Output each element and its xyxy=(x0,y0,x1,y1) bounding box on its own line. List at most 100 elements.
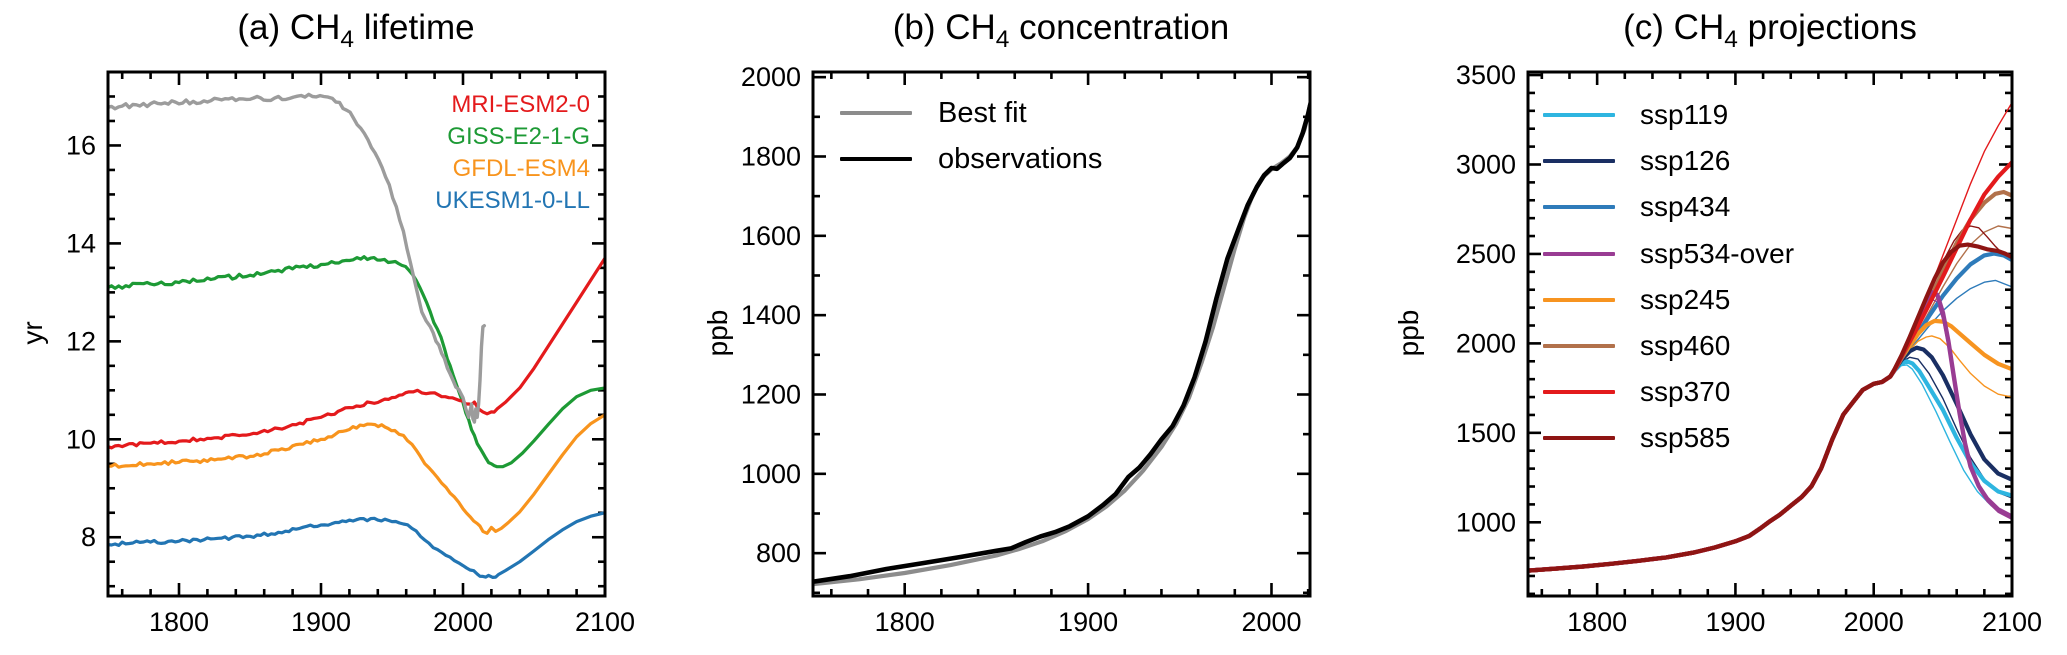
panel-c-title: (c) CH4 projections xyxy=(1510,8,2030,54)
legend-label: observations xyxy=(938,142,1103,175)
legend-line-swatch xyxy=(1543,344,1615,348)
panel-b-title-prefix: (b) CH xyxy=(892,8,996,47)
legend-item-ssp370: ssp370 xyxy=(1543,375,1730,409)
legend-item-giss-e2-1-g: GISS-E2-1-G xyxy=(447,120,590,154)
legend-label: ssp370 xyxy=(1640,376,1731,408)
panel-b: (b) CH4 concentration ppb 1800 1900 2000 80… xyxy=(689,0,1378,655)
panel-a-title: (a) CH4 lifetime xyxy=(96,8,616,54)
panel-a-title-sub: 4 xyxy=(340,26,355,53)
x-tick-label: 2000 xyxy=(1844,607,1904,637)
series-giss-e2-1-g xyxy=(108,255,605,469)
x-tick-label: 2000 xyxy=(433,607,493,637)
legend-item-best-fit: Best fit xyxy=(840,96,1027,130)
y-tick-label: 16 xyxy=(66,130,96,160)
x-tick-label: 2100 xyxy=(575,607,635,637)
legend-item-mri-esm2-0: MRI-ESM2-0 xyxy=(451,88,590,122)
panel-a-plot: 1800 1900 2000 2100 8 10 12 14 16 xyxy=(66,70,635,637)
panel-c-title-suffix: projections xyxy=(1737,8,1917,47)
y-tick-label: 1600 xyxy=(741,221,801,251)
x-tick-label: 1800 xyxy=(149,607,209,637)
series-lines xyxy=(813,96,1310,587)
x-tick-label: 2100 xyxy=(1982,607,2042,637)
y-tick-label: 2000 xyxy=(1456,328,1516,358)
axis-tick-labels: 1800 1900 2000 2100 8 10 12 14 16 xyxy=(66,130,635,637)
legend-label: UKESM1-0-LL xyxy=(435,187,590,214)
panel-c-title-prefix: (c) CH xyxy=(1623,8,1725,47)
plot-frame xyxy=(811,70,1312,598)
panel-c: (c) CH4 projections ppb 1800 1900 2000 2100… xyxy=(1378,0,2067,655)
y-tick-label: 1000 xyxy=(741,459,801,489)
panel-b-title: (b) CH4 concentration xyxy=(801,8,1321,54)
legend-label: ssp245 xyxy=(1640,283,1731,315)
legend-item-gfdl-esm4: GFDL-ESM4 xyxy=(453,152,590,186)
plot-frame xyxy=(106,70,607,598)
y-tick-label: 1000 xyxy=(1456,507,1516,537)
y-tick-label: 3500 xyxy=(1456,60,1516,90)
legend-line-swatch xyxy=(1543,205,1615,210)
series-ukesm1-0-ll xyxy=(108,511,605,579)
y-tick-label: 1500 xyxy=(1456,418,1516,448)
legend-label: ssp434 xyxy=(1640,191,1731,223)
panel-a-title-prefix: (a) CH xyxy=(237,8,341,47)
legend-label: GISS-E2-1-G xyxy=(447,123,590,150)
legend-line-swatch xyxy=(1543,297,1615,302)
panel-a-title-suffix: lifetime xyxy=(354,8,475,47)
y-tick-label: 8 xyxy=(81,522,96,552)
legend-line-swatch xyxy=(1543,436,1615,441)
series-gfdl-esm4 xyxy=(108,413,605,535)
x-tick-label: 1900 xyxy=(1058,607,1118,637)
plot-frame xyxy=(1526,70,2014,598)
legend-item-ssp245: ssp245 xyxy=(1543,283,1730,317)
legend-label: ssp119 xyxy=(1640,99,1729,130)
y-tick-label: 2000 xyxy=(741,62,801,92)
y-tick-label: 10 xyxy=(66,424,96,454)
y-tick-label: 800 xyxy=(756,538,801,568)
legend-item-ssp460: ssp460 xyxy=(1543,329,1730,363)
panel-b-plot: 1800 1900 2000 800 1000 1200 1400 1600 1800 2000 xyxy=(741,62,1312,637)
legend-label: ssp534-over xyxy=(1640,237,1795,269)
legend-label: GFDL-ESM4 xyxy=(452,155,590,182)
panel-c-title-sub: 4 xyxy=(1724,26,1738,53)
panel-b-title-suffix: concentration xyxy=(1009,8,1230,47)
panel-a: (a) CH4 lifetime yr 1800 1900 2000 2100 8 10 1… xyxy=(0,0,689,655)
legend-label: ssp585 xyxy=(1640,422,1731,454)
y-tick-label: 14 xyxy=(66,228,96,258)
legend-label: Best fit xyxy=(938,96,1027,129)
x-tick-label: 1800 xyxy=(875,607,935,637)
legend-item-ssp434: ssp434 xyxy=(1543,190,1730,224)
legend-item-observations: observations xyxy=(840,142,1102,176)
x-tick-label: 1900 xyxy=(291,607,351,637)
series-observations xyxy=(813,96,1310,584)
axis-tick-labels: 1800 1900 2000 800 1000 1200 1400 1600 1800 2000 xyxy=(741,62,1302,637)
series-ssp585-thick xyxy=(1528,242,2012,573)
panel-c-plot: 1800 1900 2000 2100 1000 1500 2000 2500 3000 3500 xyxy=(1456,60,2042,637)
legend-label: ssp126 xyxy=(1640,145,1731,177)
legend-line-swatch xyxy=(1543,113,1615,117)
legend-label: MRI-ESM2-0 xyxy=(451,91,590,118)
x-tick-label: 1900 xyxy=(1705,607,1765,637)
x-tick-label: 2000 xyxy=(1241,607,1301,637)
legend-item-ssp126: ssp126 xyxy=(1543,144,1730,178)
y-tick-label: 2500 xyxy=(1456,239,1516,269)
y-tick-label: 3000 xyxy=(1456,149,1516,179)
y-tick-label: 1200 xyxy=(741,379,801,409)
legend-line-swatch xyxy=(1543,251,1615,256)
legend-line-swatch xyxy=(840,156,912,162)
legend-line-swatch xyxy=(1543,159,1615,164)
legend-item-ssp585: ssp585 xyxy=(1543,421,1730,455)
legend-label: ssp460 xyxy=(1640,330,1731,361)
series-lines xyxy=(1528,101,2012,573)
panel-b-title-sub: 4 xyxy=(995,26,1010,53)
x-tick-label: 1800 xyxy=(1567,607,1627,637)
series-best-fit xyxy=(813,102,1310,587)
y-tick-label: 12 xyxy=(66,326,96,356)
y-tick-label: 1800 xyxy=(741,141,801,171)
series-unlabeled-gray xyxy=(108,92,486,424)
legend-item-ssp534-over: ssp534-over xyxy=(1543,237,1794,271)
series-lines xyxy=(108,92,605,579)
legend-item-ssp119: ssp119 xyxy=(1543,98,1728,132)
y-tick-label: 1400 xyxy=(741,300,801,330)
legend-line-swatch xyxy=(1543,390,1615,395)
legend-line-swatch xyxy=(840,110,912,116)
